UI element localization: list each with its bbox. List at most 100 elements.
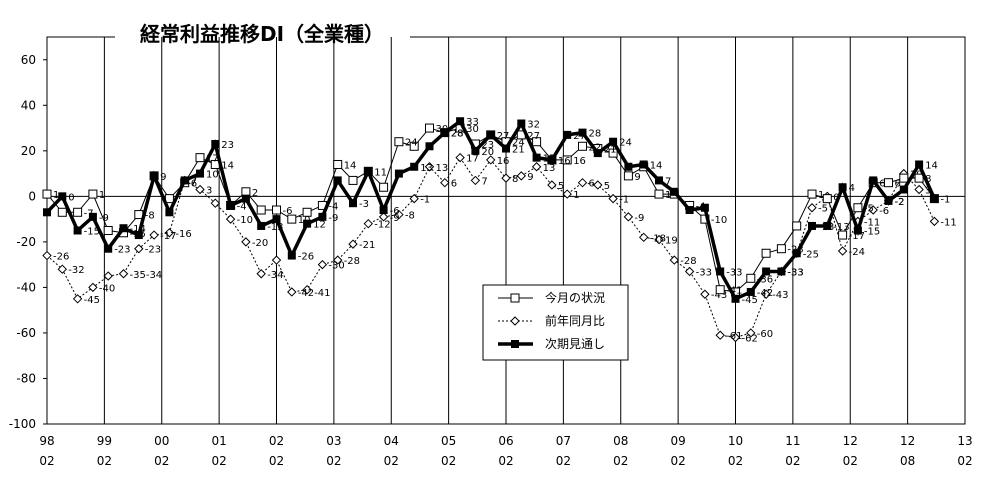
- data-point: [302, 207, 312, 217]
- data-point: [638, 232, 649, 243]
- data-label: 23: [221, 140, 234, 151]
- data-label: 0: [833, 192, 839, 203]
- data-point: [364, 167, 373, 176]
- data-point: [317, 259, 328, 270]
- data-label: 3: [206, 186, 212, 197]
- data-point: [915, 160, 924, 169]
- data-point: [333, 159, 343, 169]
- data-point: [424, 162, 435, 172]
- data-point: [639, 160, 648, 169]
- data-point: [195, 184, 205, 195]
- data-label: 7: [191, 176, 197, 187]
- data-label: -15: [84, 227, 100, 238]
- data-point: [838, 183, 847, 192]
- y-tick-label: -20: [16, 235, 36, 249]
- data-label: 27: [497, 131, 510, 142]
- data-point: [333, 176, 342, 185]
- data-label: 17: [466, 154, 479, 165]
- data-point: [303, 219, 312, 228]
- x-tick-label: 02: [441, 454, 456, 468]
- data-point: [57, 264, 68, 274]
- data-label: -60: [757, 329, 773, 340]
- x-tick-label: 02: [843, 454, 858, 468]
- data-point: [103, 226, 113, 235]
- data-point: [746, 273, 756, 283]
- data-label: 7: [665, 176, 671, 187]
- data-point: [654, 234, 664, 245]
- data-point: [287, 251, 296, 260]
- x-tick-label: 08: [900, 454, 915, 468]
- data-point: [470, 175, 481, 186]
- title-background: [115, 22, 410, 50]
- data-point: [42, 250, 52, 261]
- data-label: -1: [619, 195, 629, 206]
- data-label: -35-34: [130, 270, 163, 281]
- data-point: [853, 226, 862, 235]
- x-tick-label: 02: [211, 454, 226, 468]
- data-label: 6: [589, 179, 595, 190]
- data-point: [623, 212, 634, 222]
- data-label: 4: [849, 183, 855, 194]
- data-label: 33: [466, 117, 479, 128]
- data-point: [670, 187, 679, 196]
- data-label: 14: [344, 160, 357, 171]
- data-point: [608, 193, 618, 204]
- data-label: -6: [390, 206, 400, 217]
- data-label: 28: [589, 129, 602, 140]
- data-point: [43, 208, 51, 217]
- data-point: [241, 237, 251, 247]
- data-point: [379, 206, 388, 215]
- data-point: [609, 137, 618, 146]
- x-tick-label: 02: [728, 454, 743, 468]
- data-point: [195, 153, 205, 163]
- data-point: [318, 212, 327, 221]
- data-point: [823, 221, 832, 230]
- data-label: 14: [221, 160, 234, 171]
- x-tick-label: 13: [957, 434, 972, 448]
- data-label: 13: [420, 163, 433, 174]
- data-label: -1: [420, 195, 430, 206]
- data-label: 5: [558, 181, 564, 192]
- data-point: [777, 267, 786, 276]
- data-label: 6: [191, 179, 197, 190]
- data-point: [486, 130, 495, 139]
- data-point: [394, 137, 404, 147]
- data-label: -16: [175, 229, 191, 240]
- data-point: [104, 244, 113, 253]
- data-label: -2: [895, 197, 905, 208]
- data-point: [502, 144, 510, 153]
- data-point: [409, 141, 419, 151]
- data-point: [516, 171, 527, 181]
- data-label: -30: [328, 261, 344, 272]
- data-label: -15: [864, 227, 880, 238]
- data-label: 6: [451, 179, 457, 190]
- data-point: [348, 175, 358, 185]
- data-point: [808, 221, 816, 230]
- data-label: -33: [696, 267, 712, 278]
- data-label: -4: [328, 201, 338, 212]
- data-point: [517, 119, 526, 128]
- data-point: [241, 187, 251, 197]
- data-label: -42-41: [298, 288, 331, 299]
- data-point: [225, 214, 236, 224]
- data-label: -9: [634, 213, 644, 224]
- data-point: [287, 214, 297, 224]
- data-label: -45: [84, 295, 100, 306]
- data-point: [716, 267, 725, 276]
- data-point: [88, 189, 98, 199]
- data-label: 8: [512, 174, 518, 185]
- data-point: [914, 184, 924, 195]
- x-tick-label: 10: [728, 434, 743, 448]
- data-point: [210, 198, 221, 208]
- data-point: [853, 203, 863, 213]
- data-label: 2: [252, 188, 258, 199]
- data-label: -33: [726, 267, 742, 278]
- data-label: -2: [895, 197, 905, 208]
- data-point: [563, 130, 572, 139]
- data-point: [256, 205, 266, 215]
- x-tick-label: 02: [97, 454, 112, 468]
- data-label: -42: [757, 288, 773, 299]
- data-label: -33: [787, 267, 803, 278]
- data-label: 24: [512, 138, 525, 149]
- series-1: -26-32-45-40-35-34-23-17-1673-10-20-34-4…: [42, 152, 957, 344]
